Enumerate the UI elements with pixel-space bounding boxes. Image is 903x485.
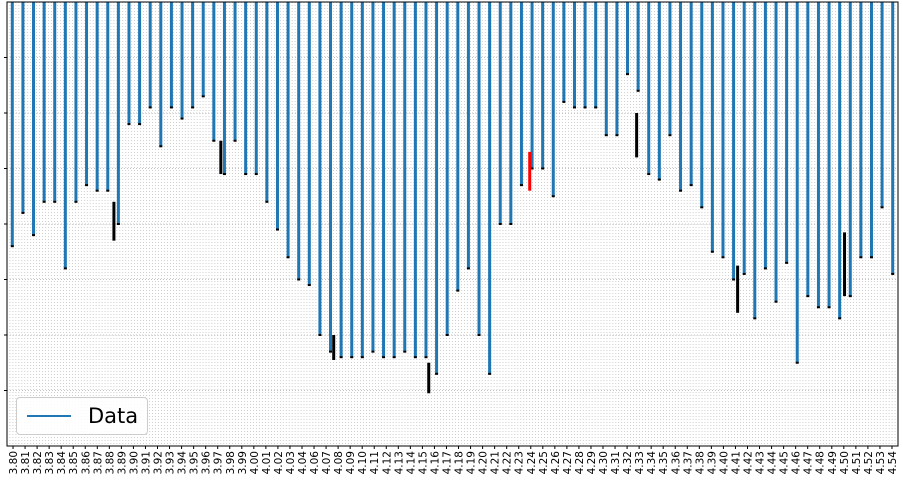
x-tick-label: 4.35 bbox=[658, 451, 670, 474]
x-tick-label: 4.54 bbox=[887, 451, 899, 475]
x-tick-label: 4.10 bbox=[357, 451, 369, 474]
x-tick-label: 4.43 bbox=[755, 451, 767, 474]
x-tick-label: 4.46 bbox=[791, 451, 803, 475]
x-tick-label: 4.44 bbox=[767, 451, 779, 475]
x-tick-label: 3.90 bbox=[128, 451, 140, 474]
x-tick-label: 3.94 bbox=[177, 451, 189, 475]
x-tick-label: 4.25 bbox=[538, 451, 550, 474]
x-tick-label: 4.20 bbox=[478, 451, 490, 474]
x-tick-label: 4.29 bbox=[586, 451, 598, 474]
x-tick-label: 4.42 bbox=[742, 451, 754, 474]
x-tick-label: 4.16 bbox=[429, 451, 441, 475]
x-tick-label: 4.45 bbox=[779, 451, 791, 474]
x-tick-label: 3.80 bbox=[8, 451, 20, 474]
x-tick-label: 4.38 bbox=[694, 451, 706, 474]
x-tick-label: 4.40 bbox=[718, 451, 730, 474]
x-tick-label: 4.06 bbox=[309, 451, 321, 475]
x-tick-label: 4.13 bbox=[393, 451, 405, 474]
x-tick-label: 4.51 bbox=[851, 451, 863, 474]
x-tick-label: 4.34 bbox=[646, 451, 658, 475]
x-tick-label: 3.85 bbox=[68, 451, 80, 474]
x-tick-label: 4.04 bbox=[297, 451, 309, 475]
x-tick-label: 4.00 bbox=[249, 451, 261, 474]
legend-swatch-data bbox=[27, 415, 71, 417]
x-tick-label: 4.15 bbox=[417, 451, 429, 474]
x-tick-label: 3.84 bbox=[56, 451, 68, 475]
x-tick-label: 4.18 bbox=[454, 451, 466, 474]
x-tick-label: 4.07 bbox=[321, 451, 333, 474]
x-tick-label: 3.91 bbox=[140, 451, 152, 474]
x-tick-label: 3.89 bbox=[116, 451, 128, 474]
x-tick-label: 4.03 bbox=[285, 451, 297, 474]
x-tick-label: 4.37 bbox=[682, 451, 694, 474]
x-tick-label: 4.21 bbox=[490, 451, 502, 474]
x-tick-label: 4.27 bbox=[562, 451, 574, 474]
x-tick-label: 4.31 bbox=[610, 451, 622, 474]
x-tick-label: 4.09 bbox=[345, 451, 357, 474]
x-tick-label: 4.48 bbox=[815, 451, 827, 474]
legend-label-data: Data bbox=[88, 404, 139, 428]
x-tick-label: 4.33 bbox=[634, 451, 646, 474]
x-tick-label: 3.98 bbox=[225, 451, 237, 474]
x-tick-label: 4.12 bbox=[381, 451, 393, 474]
x-tick-label: 3.88 bbox=[104, 451, 116, 474]
x-tick-label: 3.81 bbox=[20, 451, 32, 474]
x-tick-label: 3.82 bbox=[32, 451, 44, 474]
x-tick-label: 4.53 bbox=[875, 451, 887, 474]
x-tick-label: 4.19 bbox=[466, 451, 478, 474]
x-tick-label: 3.95 bbox=[189, 451, 201, 474]
x-tick-label: 4.14 bbox=[405, 451, 417, 475]
x-tick-label: 4.23 bbox=[514, 451, 526, 474]
x-tick-label: 4.32 bbox=[622, 451, 634, 474]
x-tick-label: 4.26 bbox=[550, 451, 562, 475]
x-tick-label: 3.92 bbox=[153, 451, 165, 474]
x-tick-label: 4.08 bbox=[333, 451, 345, 474]
x-tick-label: 4.39 bbox=[706, 451, 718, 474]
x-tick-label: 4.49 bbox=[827, 451, 839, 474]
x-tick-label: 4.36 bbox=[670, 451, 682, 475]
x-tick-label: 3.86 bbox=[80, 451, 92, 475]
x-tick-label: 3.97 bbox=[213, 451, 225, 474]
x-tick-label: 3.83 bbox=[44, 451, 56, 474]
x-tick-label: 4.50 bbox=[839, 451, 851, 474]
x-tick-label: 3.96 bbox=[201, 451, 213, 475]
x-tick-label: 4.22 bbox=[502, 451, 514, 474]
x-tick-label: 3.87 bbox=[92, 451, 104, 474]
x-tick-label: 4.02 bbox=[273, 451, 285, 474]
legend: Data bbox=[16, 397, 148, 435]
x-tick-label: 3.99 bbox=[237, 451, 249, 474]
x-tick-label: 4.30 bbox=[598, 451, 610, 474]
x-tick-label: 4.24 bbox=[526, 451, 538, 475]
x-tick-label: 4.17 bbox=[441, 451, 453, 474]
x-tick-label: 3.93 bbox=[165, 451, 177, 474]
x-tick-label: 4.28 bbox=[574, 451, 586, 474]
x-tick-label: 4.47 bbox=[803, 451, 815, 474]
x-tick-label: 4.41 bbox=[730, 451, 742, 474]
x-tick-label: 4.11 bbox=[369, 451, 381, 474]
x-tick-label: 4.01 bbox=[261, 451, 273, 474]
x-tick-label: 4.52 bbox=[863, 451, 875, 474]
